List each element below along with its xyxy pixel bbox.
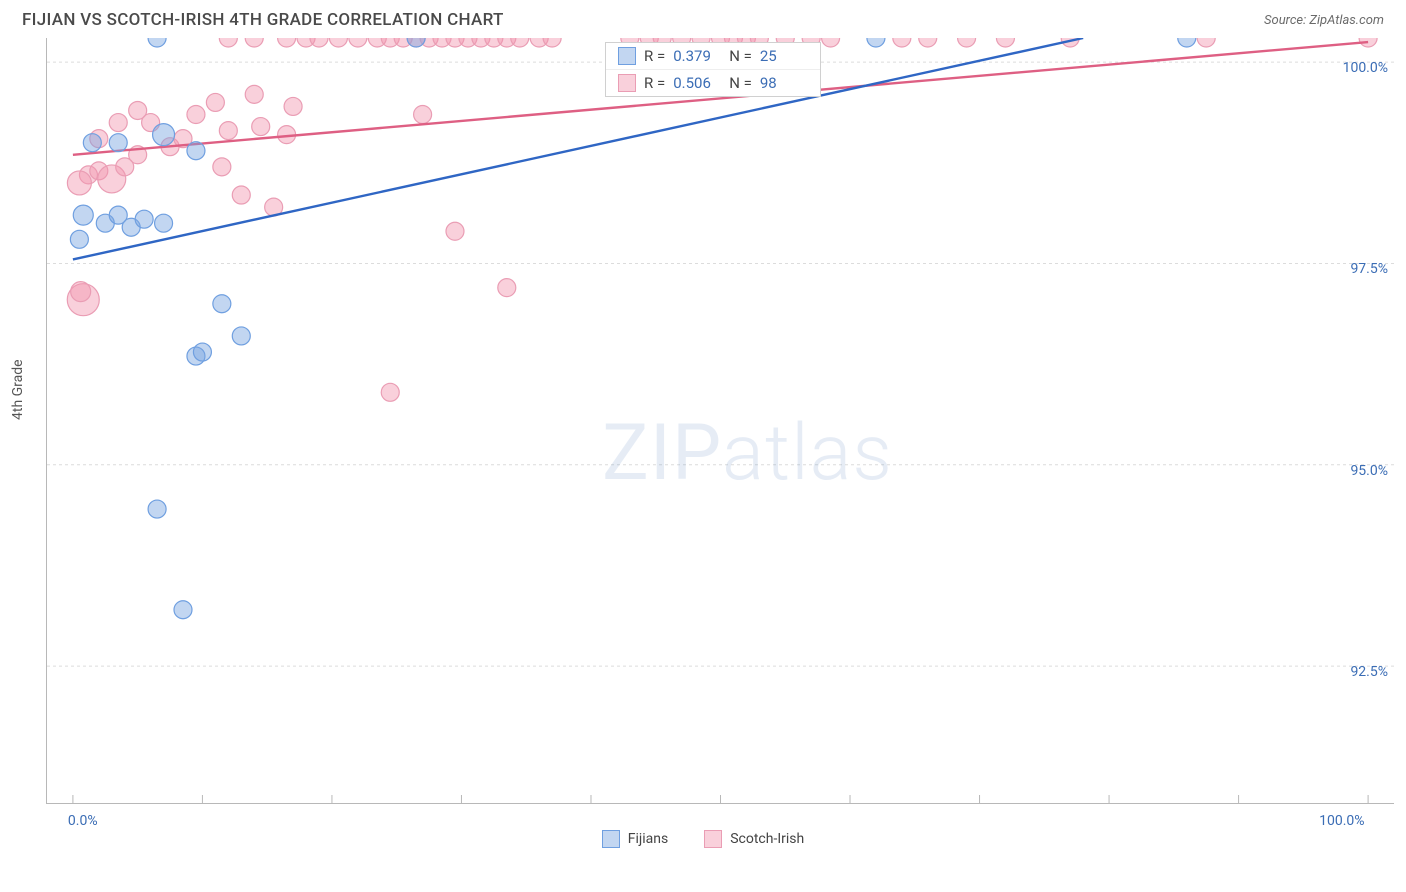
y-tick-label: 100.0% — [1343, 60, 1388, 76]
legend-label: Fijians — [628, 831, 668, 847]
r-label: R = — [644, 74, 665, 92]
y-tick-label: 92.5% — [1350, 664, 1388, 680]
info-row: R = 0.379 N = 25 — [606, 43, 820, 69]
x-end-label: 100.0% — [1319, 813, 1364, 829]
chart-source: Source: ZipAtlas.com — [1264, 13, 1384, 28]
series-swatch — [618, 47, 636, 65]
scatter-svg — [47, 38, 1394, 803]
legend: Fijians Scotch-Irish — [0, 830, 1406, 848]
y-axis-label: 4th Grade — [10, 359, 26, 420]
chart-title: FIJIAN VS SCOTCH-IRISH 4TH GRADE CORRELA… — [22, 10, 504, 30]
n-label: N = — [729, 74, 752, 92]
chart-header: FIJIAN VS SCOTCH-IRISH 4TH GRADE CORRELA… — [0, 0, 1406, 38]
legend-swatch — [602, 830, 620, 848]
plot-area: ZIPatlas92.5%95.0%97.5%100.0%R =0.379N =… — [46, 38, 1394, 804]
x-end-label: 0.0% — [68, 813, 98, 829]
info-row: R = 0.506 N = 98 — [606, 69, 820, 96]
r-value: 0.379 — [673, 47, 721, 65]
correlation-info-box: R = 0.379 N = 25 R = 0.506 N = 98 — [605, 42, 821, 97]
legend-item: Fijians — [602, 830, 668, 848]
y-tick-label: 95.0% — [1350, 463, 1388, 479]
r-label: R = — [644, 47, 665, 65]
n-value: 25 — [760, 47, 808, 65]
series-swatch — [618, 74, 636, 92]
n-label: N = — [729, 47, 752, 65]
n-value: 98 — [760, 74, 808, 92]
y-tick-label: 97.5% — [1350, 261, 1388, 277]
legend-swatch — [704, 830, 722, 848]
legend-item: Scotch-Irish — [704, 830, 804, 848]
legend-label: Scotch-Irish — [730, 831, 804, 847]
r-value: 0.506 — [673, 74, 721, 92]
